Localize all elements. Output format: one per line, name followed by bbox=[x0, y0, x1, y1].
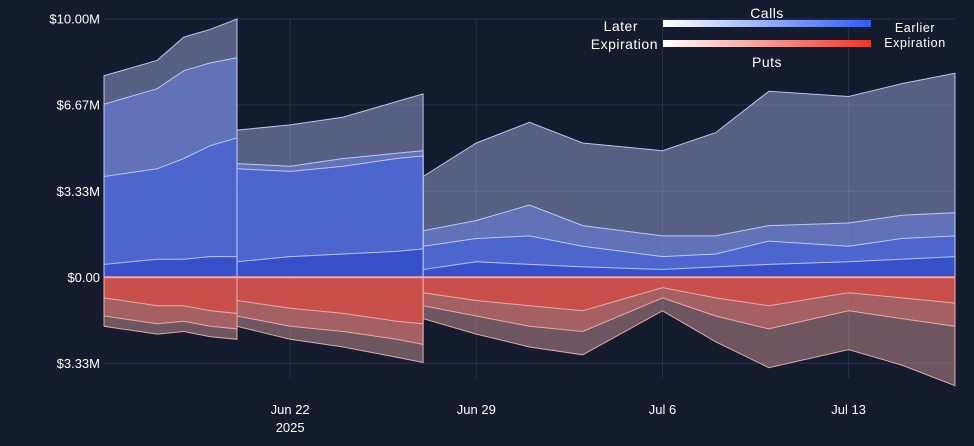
y-tick-label: $0.00 bbox=[67, 270, 100, 285]
x-tick-sublabel: 2025 bbox=[276, 420, 305, 435]
x-tick-label: Jun 22 bbox=[271, 402, 310, 417]
x-tick-label: Jul 6 bbox=[649, 402, 676, 417]
y-tick-label: $10.00M bbox=[49, 12, 100, 27]
legend-puts-title: Puts bbox=[752, 54, 782, 70]
y-tick-label: $3.33M bbox=[57, 356, 100, 371]
legend-earlier-expiration-label: Expiration bbox=[884, 36, 946, 50]
series-areas bbox=[103, 18, 956, 387]
y-tick-label: $3.33M bbox=[57, 184, 100, 199]
y-tick-label: $6.67M bbox=[57, 98, 100, 113]
x-tick-label: Jun 29 bbox=[457, 402, 496, 417]
legend-later-label: Later bbox=[604, 18, 638, 34]
legend-puts-gradient-bar bbox=[663, 40, 871, 47]
calls-area-layer-4 bbox=[422, 256, 956, 278]
x-tick-label: Jul 13 bbox=[831, 402, 866, 417]
legend-later-expiration-label: Expiration bbox=[591, 36, 658, 52]
puts-area-layer-3 bbox=[422, 276, 956, 312]
y-axis: $10.00M $6.67M $3.33M $0.00 $3.33M bbox=[49, 12, 100, 371]
x-axis: Jun 22 2025 Jun 29 Jul 6 Jul 13 bbox=[271, 402, 866, 435]
legend-calls-gradient-bar bbox=[663, 20, 871, 27]
legend-earlier-label: Earlier bbox=[895, 21, 935, 35]
legend-calls-title: Calls bbox=[750, 5, 784, 21]
legend: Calls Later Expiration Earlier Expiratio… bbox=[591, 5, 946, 70]
